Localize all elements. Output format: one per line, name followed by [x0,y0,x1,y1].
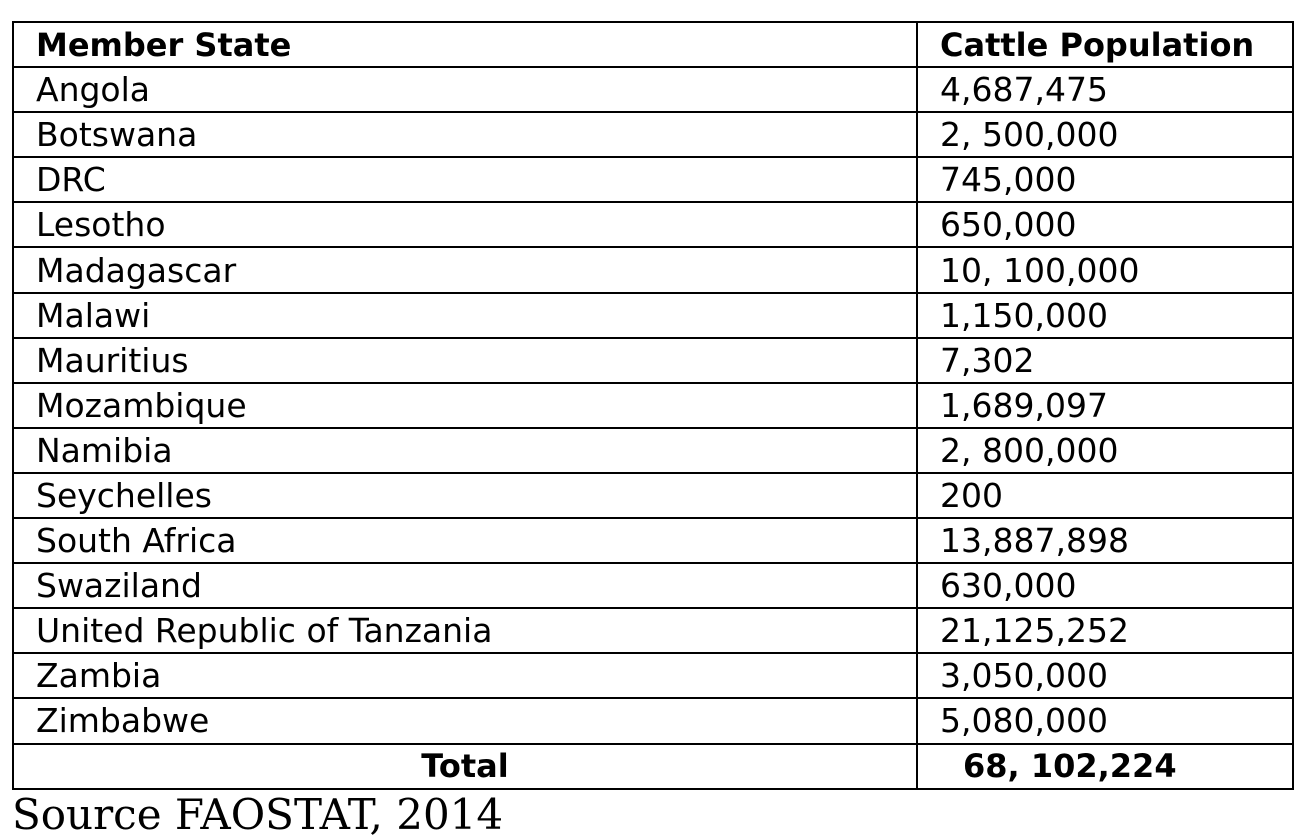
table-row: Zambia 3,050,000 [12,652,1294,700]
cattle-population-cell: 650,000 [916,201,1294,249]
column-header-cattle-population: Cattle Population [916,20,1294,69]
cattle-population-cell: 21,125,252 [916,607,1294,655]
cattle-population-cell: 3,050,000 [916,652,1294,700]
cattle-population-cell: 10, 100,000 [916,246,1294,294]
table-row: Malawi 1,150,000 [12,291,1294,339]
cattle-population-cell: 630,000 [916,562,1294,610]
cattle-population-cell: 2, 500,000 [916,111,1294,159]
cattle-population-cell: 13,887,898 [916,517,1294,565]
cattle-population-cell: 4,687,475 [916,66,1294,114]
table-body: Angola 4,687,475 Botswana 2, 500,000 DRC 745,… [12,66,1294,745]
table-row: Angola 4,687,475 [12,66,1294,114]
cattle-population-cell: 2, 800,000 [916,426,1294,474]
member-state-cell: Botswana [12,111,918,159]
table-header-row: Member State Cattle Population [12,20,1294,69]
table-row: Zimbabwe 5,080,000 [12,697,1294,745]
cattle-population-cell: 7,302 [916,336,1294,384]
member-state-cell: Mozambique [12,381,918,429]
cattle-population-cell: 200 [916,471,1294,520]
total-value: 68, 102,224 [916,742,1294,790]
table-row: Madagascar 10, 100,000 [12,246,1294,294]
table-row: United Republic of Tanzania 21,125,252 [12,607,1294,655]
member-state-cell: DRC [12,156,918,204]
table-row: Mozambique 1,689,097 [12,381,1294,429]
cattle-population-cell: 1,150,000 [916,291,1294,339]
member-state-cell: United Republic of Tanzania [12,607,918,655]
member-state-cell: Zimbabwe [12,697,918,745]
member-state-cell: Seychelles [12,471,918,520]
member-state-cell: Angola [12,66,918,114]
cattle-population-table: Member State Cattle Population Angola 4,6… [12,20,1294,790]
table-row: DRC 745,000 [12,156,1294,204]
member-state-cell: Lesotho [12,201,918,249]
total-row: Total 68, 102,224 [12,742,1294,790]
member-state-cell: Malawi [12,291,918,339]
cattle-population-cell: 5,080,000 [916,697,1294,745]
member-state-cell: South Africa [12,517,918,565]
member-state-cell: Mauritius [12,336,918,384]
cattle-population-cell: 1,689,097 [916,381,1294,429]
cattle-population-cell: 745,000 [916,156,1294,204]
member-state-cell: Namibia [12,426,918,474]
total-label: Total [12,742,918,790]
table-row: Botswana 2, 500,000 [12,111,1294,159]
cattle-population-table-container: Member State Cattle Population Angola 4,6… [12,20,1294,790]
member-state-cell: Madagascar [12,246,918,294]
member-state-cell: Zambia [12,652,918,700]
table-row: Mauritius 7,302 [12,336,1294,384]
table-row: Lesotho 650,000 [12,201,1294,249]
column-header-member-state: Member State [12,20,918,69]
table-row: Namibia 2, 800,000 [12,426,1294,474]
member-state-cell: Swaziland [12,562,918,610]
table-row: Seychelles 200 [12,471,1294,520]
table-row: Swaziland 630,000 [12,562,1294,610]
source-note: Source FAOSTAT, 2014 [12,790,504,839]
table-row: South Africa 13,887,898 [12,517,1294,565]
